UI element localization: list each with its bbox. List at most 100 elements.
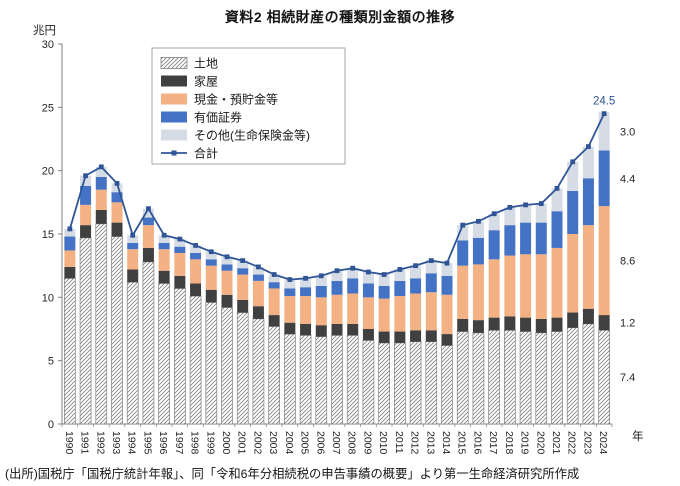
total-marker [161, 232, 167, 238]
bar-segment-house [504, 316, 516, 331]
bar-segment-land [566, 327, 579, 425]
bar-segment-land [221, 307, 233, 425]
bar-segment-securities [520, 222, 532, 255]
chart-title: 資料2 相続財産の種類別金額の推移 [224, 9, 456, 25]
total-marker [271, 272, 277, 277]
total-marker [460, 222, 466, 228]
bar-segment-securities [205, 259, 217, 266]
bar-segment-land [64, 277, 76, 425]
x-tick-label: 2002 [251, 431, 263, 455]
bar-segment-house [127, 269, 139, 283]
legend-label-cash: 現金・預貯金等 [194, 92, 278, 107]
bar-segment-securities [535, 222, 547, 255]
bar-segment-other [142, 208, 154, 218]
bar-segment-land [425, 341, 438, 425]
bar-segment-land [394, 342, 406, 425]
legend-label-securities: 有価証券 [194, 110, 242, 125]
bar-segment-land [252, 318, 265, 425]
bar-segment-securities [64, 236, 76, 251]
bar-segment-cash [284, 296, 296, 323]
total-marker [303, 275, 308, 281]
bar-segment-house [410, 330, 422, 342]
bar-segment-land [205, 302, 218, 425]
bar-segment-land [582, 323, 595, 425]
legend-swatch-other [161, 129, 187, 141]
total-marker [287, 277, 293, 282]
bar-segment-securities [410, 278, 422, 294]
y-tick-label: 0 [48, 419, 54, 431]
x-tick-label: 1990 [63, 431, 75, 455]
total-marker [586, 144, 591, 149]
total-marker [397, 267, 403, 272]
bar-segment-other [410, 265, 422, 279]
bar-segment-cash [598, 206, 610, 316]
bar-segment-land [236, 312, 249, 425]
bar-segment-land [551, 331, 563, 425]
total-marker [114, 180, 120, 186]
x-tick-label: 2013 [424, 431, 436, 455]
x-tick-label: 1994 [126, 431, 138, 455]
bar-segment-land [126, 281, 139, 425]
y-tick-label: 15 [42, 229, 54, 241]
segment-value-label-house: 1.2 [620, 318, 635, 330]
bar-segment-other [111, 183, 123, 193]
bar-segment-securities [174, 246, 186, 253]
bar-segment-house [111, 222, 123, 237]
total-marker [507, 205, 513, 210]
bar-segment-cash [362, 297, 374, 329]
x-tick-label: 2015 [456, 431, 468, 455]
bar-segment-other [95, 166, 107, 177]
x-tick-label: 2024 [597, 431, 609, 455]
bar-segment-cash [567, 234, 579, 313]
bar-segment-other [268, 274, 280, 283]
bar-segment-house [488, 317, 500, 331]
x-tick-label: 2011 [393, 431, 405, 454]
total-marker [67, 226, 73, 232]
bar-segment-land [409, 341, 422, 425]
segment-value-label-securities: 4.4 [620, 173, 635, 185]
total-value-label: 24.5 [593, 96, 615, 108]
bar-segment-land [331, 334, 343, 425]
bar-segment-cash [441, 294, 453, 335]
bar-segment-other [174, 239, 186, 247]
bar-segment-other [535, 203, 547, 223]
legend-swatch-cash [161, 93, 187, 105]
total-marker [318, 273, 324, 279]
bar-segment-land [472, 332, 485, 425]
total-marker [413, 263, 418, 269]
bar-segment-other [394, 269, 406, 281]
bar-segment-other [347, 268, 359, 279]
legend-swatch-land [160, 57, 188, 69]
x-tick-label: 2010 [377, 431, 389, 455]
bar-segment-cash [64, 250, 76, 267]
x-tick-label: 2019 [519, 431, 531, 455]
x-tick-label: 2004 [283, 431, 295, 455]
bar-segment-other [488, 213, 500, 231]
x-tick-label: 2017 [487, 431, 499, 455]
bar-segment-land [95, 223, 108, 425]
bar-segment-house [347, 323, 359, 336]
bar-segment-other [378, 274, 390, 286]
bar-segment-land [378, 342, 390, 425]
bar-segment-house [237, 299, 249, 313]
y-tick-label: 5 [48, 356, 54, 368]
bar-segment-cash [205, 265, 217, 290]
bar-segment-land [346, 334, 359, 425]
bar-segment-securities [252, 274, 264, 281]
segment-value-label-other: 3.0 [620, 126, 635, 138]
legend-label-other: その他(生命保険金等) [194, 128, 310, 143]
x-tick-label: 1999 [204, 431, 216, 455]
bar-segment-cash [410, 293, 422, 331]
total-marker [224, 254, 230, 260]
bar-segment-securities [551, 211, 563, 248]
bar-segment-other [127, 235, 139, 243]
x-tick-label: 2012 [409, 431, 421, 455]
bar-segment-other [362, 272, 374, 284]
x-tick-label: 2009 [361, 431, 373, 455]
x-tick-label: 2003 [267, 431, 279, 455]
bar-segment-land [111, 236, 123, 425]
legend-label-total: 合計 [194, 146, 218, 161]
legend-marker-total [171, 150, 177, 156]
bar-segment-house [378, 331, 390, 343]
bar-segment-other [284, 279, 296, 289]
